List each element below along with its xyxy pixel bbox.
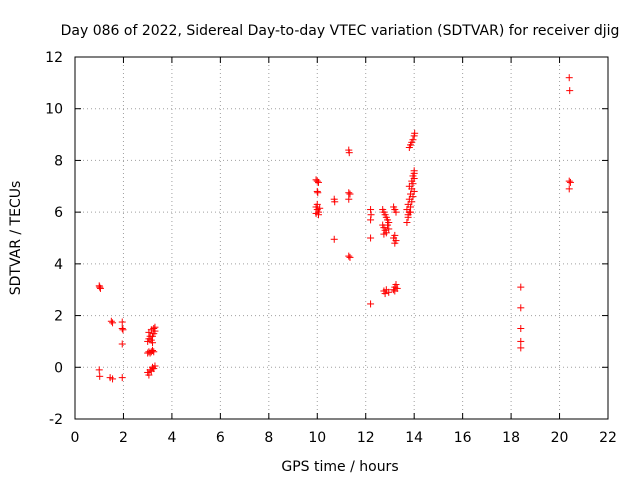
- data-point: [565, 74, 573, 82]
- data-points: [95, 74, 574, 383]
- data-point: [345, 189, 353, 197]
- data-point: [118, 340, 126, 348]
- data-point: [345, 252, 353, 260]
- data-point: [150, 348, 158, 356]
- data-point: [96, 283, 104, 291]
- data-point: [517, 325, 525, 332]
- data-point: [404, 213, 412, 221]
- data-point: [107, 317, 115, 325]
- x-tick-label: 8: [264, 430, 273, 446]
- y-tick-labels: -2 0 2 4 6 8 10 12: [45, 50, 63, 428]
- data-point: [566, 87, 574, 95]
- data-point: [409, 172, 417, 180]
- x-tick-label: 10: [308, 430, 326, 446]
- x-tick-label: 0: [71, 430, 80, 446]
- data-point: [118, 325, 126, 332]
- data-point: [151, 362, 159, 370]
- data-point: [384, 221, 392, 229]
- data-point: [109, 319, 117, 327]
- data-point: [314, 178, 322, 186]
- y-tick-label: 4: [54, 257, 63, 273]
- plot-frame: [74, 56, 609, 420]
- data-point: [346, 253, 354, 261]
- data-point: [410, 167, 418, 175]
- data-point: [407, 190, 415, 198]
- data-point: [403, 218, 411, 226]
- chart-title: Day 086 of 2022, Sidereal Day-to-day VTE…: [61, 23, 620, 39]
- data-point: [118, 374, 126, 382]
- data-point: [367, 216, 375, 224]
- data-point: [149, 346, 157, 354]
- y-tick-label: -2: [49, 412, 63, 428]
- y-tick-label: 6: [54, 205, 63, 221]
- data-point: [96, 284, 104, 292]
- data-point: [149, 332, 157, 340]
- x-tick-label: 4: [167, 430, 176, 446]
- data-point: [345, 195, 353, 203]
- data-point: [408, 177, 416, 185]
- data-point: [391, 287, 399, 295]
- x-tick-label: 22: [599, 430, 617, 446]
- data-point: [403, 206, 411, 214]
- data-point: [330, 235, 338, 243]
- y-axis-label: SDTVAR / TECUs: [8, 181, 24, 296]
- data-point: [96, 372, 104, 380]
- data-point: [346, 190, 354, 198]
- data-point: [118, 318, 126, 326]
- data-point: [380, 230, 388, 238]
- data-point: [391, 239, 399, 247]
- x-tick-label: 2: [119, 430, 128, 446]
- data-point: [407, 208, 415, 216]
- data-point: [313, 200, 321, 208]
- data-point: [565, 185, 573, 193]
- x-tick-label: 18: [502, 430, 520, 446]
- data-point: [385, 225, 393, 233]
- x-tick-label: 16: [454, 430, 472, 446]
- data-point: [392, 281, 400, 289]
- y-tick-label: 8: [54, 153, 63, 169]
- data-point: [404, 200, 412, 208]
- data-point: [405, 182, 413, 190]
- data-point: [517, 337, 525, 345]
- data-point: [316, 204, 324, 212]
- grid-lines: [75, 57, 608, 419]
- data-point: [367, 234, 375, 242]
- data-point: [381, 290, 389, 298]
- x-tick-label: 6: [216, 430, 225, 446]
- data-point: [411, 129, 419, 137]
- data-point: [517, 304, 525, 312]
- x-tick-label: 12: [357, 430, 375, 446]
- data-point: [517, 344, 525, 352]
- data-point: [95, 366, 103, 374]
- x-tick-labels: 0 2 4 6 8 10 12 14 16 18 20 22: [71, 430, 617, 446]
- data-point: [109, 375, 117, 383]
- data-point: [314, 211, 322, 219]
- data-point: [149, 339, 157, 347]
- x-tick-label: 20: [551, 430, 569, 446]
- data-point: [119, 326, 127, 334]
- data-point: [314, 189, 322, 197]
- data-point: [313, 177, 321, 185]
- data-point: [405, 195, 413, 203]
- data-point: [385, 288, 393, 296]
- y-tick-label: 10: [45, 102, 63, 118]
- y-tick-label: 0: [54, 360, 63, 376]
- data-point: [409, 136, 417, 144]
- x-tick-label: 14: [405, 430, 423, 446]
- data-point: [392, 208, 400, 216]
- data-point: [517, 283, 525, 291]
- y-tick-label: 12: [45, 50, 63, 66]
- data-point: [345, 149, 353, 157]
- data-point: [150, 325, 158, 332]
- data-point: [566, 178, 574, 186]
- y-tick-label: 2: [54, 309, 63, 325]
- data-point: [331, 198, 339, 206]
- data-point: [151, 323, 159, 331]
- data-point: [367, 300, 375, 308]
- data-point: [145, 371, 153, 379]
- x-axis-label: GPS time / hours: [281, 459, 398, 475]
- data-point: [565, 177, 573, 185]
